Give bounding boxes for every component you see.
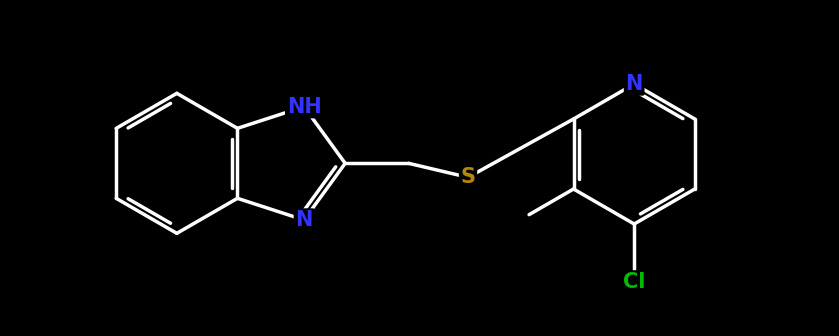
Text: N: N [626,74,643,94]
Text: N: N [295,210,313,230]
Text: NH: NH [287,97,321,117]
Text: S: S [461,167,476,187]
Text: Cl: Cl [623,272,645,292]
